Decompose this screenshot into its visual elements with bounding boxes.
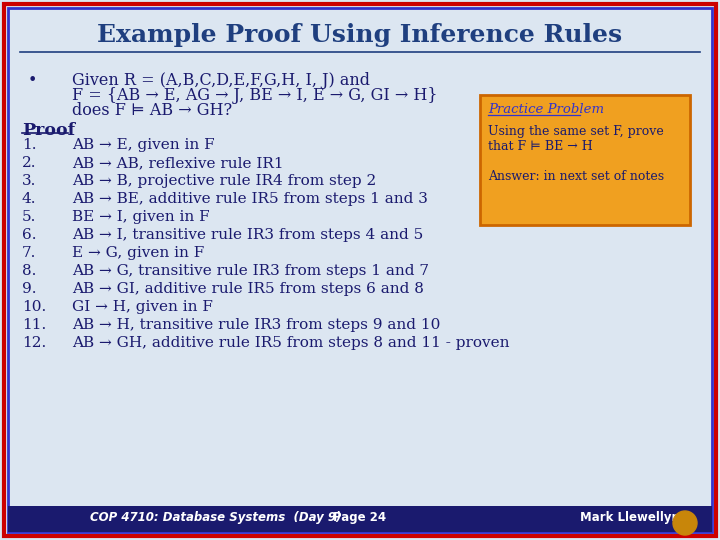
Text: 5.: 5. [22, 210, 37, 224]
Text: that F ⊨ BE → H: that F ⊨ BE → H [488, 140, 593, 153]
Text: 9.: 9. [22, 282, 37, 296]
Text: Answer: in next set of notes: Answer: in next set of notes [488, 170, 664, 183]
Text: Using the same set F, prove: Using the same set F, prove [488, 125, 664, 138]
Text: GI → H, given in F: GI → H, given in F [72, 300, 213, 314]
Text: AB → G, transitive rule IR3 from steps 1 and 7: AB → G, transitive rule IR3 from steps 1… [72, 264, 429, 278]
Text: AB → H, transitive rule IR3 from steps 9 and 10: AB → H, transitive rule IR3 from steps 9… [72, 318, 441, 332]
Circle shape [673, 511, 697, 535]
Text: F = {AB → E, AG → J, BE → I, E → G, GI → H}: F = {AB → E, AG → J, BE → I, E → G, GI →… [72, 87, 438, 104]
Text: AB → I, transitive rule IR3 from steps 4 and 5: AB → I, transitive rule IR3 from steps 4… [72, 228, 423, 242]
Text: 12.: 12. [22, 336, 46, 350]
Text: AB → GI, additive rule IR5 from steps 6 and 8: AB → GI, additive rule IR5 from steps 6 … [72, 282, 424, 296]
Text: Proof: Proof [22, 122, 75, 139]
Text: 10.: 10. [22, 300, 46, 314]
Text: Example Proof Using Inference Rules: Example Proof Using Inference Rules [97, 23, 623, 47]
Text: does F ⊨ AB → GH?: does F ⊨ AB → GH? [72, 102, 232, 119]
Text: COP 4710: Database Systems  (Day 9): COP 4710: Database Systems (Day 9) [90, 510, 341, 523]
FancyBboxPatch shape [4, 4, 716, 536]
Text: 6.: 6. [22, 228, 37, 242]
Text: Practice Problem: Practice Problem [488, 103, 604, 116]
Text: 4.: 4. [22, 192, 37, 206]
Text: 8.: 8. [22, 264, 37, 278]
Text: BE → I, given in F: BE → I, given in F [72, 210, 210, 224]
Text: 1.: 1. [22, 138, 37, 152]
Text: 11.: 11. [22, 318, 46, 332]
Text: Page 24: Page 24 [333, 510, 387, 523]
Text: 7.: 7. [22, 246, 37, 260]
Text: Mark Llewellyn: Mark Llewellyn [580, 510, 680, 523]
Text: 2.: 2. [22, 156, 37, 170]
FancyBboxPatch shape [8, 8, 712, 532]
Text: AB → B, projective rule IR4 from step 2: AB → B, projective rule IR4 from step 2 [72, 174, 377, 188]
Text: 3.: 3. [22, 174, 37, 188]
Text: AB → GH, additive rule IR5 from steps 8 and 11 - proven: AB → GH, additive rule IR5 from steps 8 … [72, 336, 510, 350]
Text: •: • [28, 72, 37, 89]
FancyBboxPatch shape [8, 506, 712, 532]
Text: AB → E, given in F: AB → E, given in F [72, 138, 215, 152]
Text: Given R = (A,B,C,D,E,F,G,H, I, J) and: Given R = (A,B,C,D,E,F,G,H, I, J) and [72, 72, 370, 89]
Text: AB → AB, reflexive rule IR1: AB → AB, reflexive rule IR1 [72, 156, 284, 170]
FancyBboxPatch shape [480, 95, 690, 225]
Text: AB → BE, additive rule IR5 from steps 1 and 3: AB → BE, additive rule IR5 from steps 1 … [72, 192, 428, 206]
Text: E → G, given in F: E → G, given in F [72, 246, 204, 260]
